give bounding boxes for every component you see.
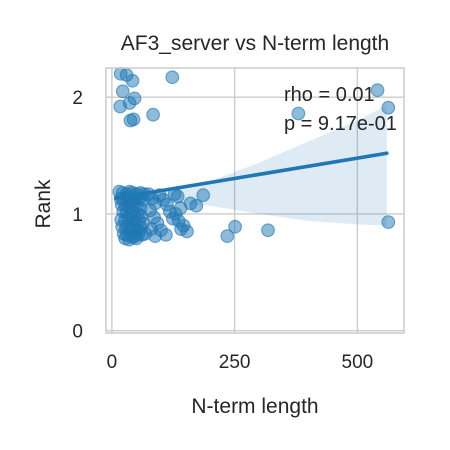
data-point [382, 216, 395, 229]
y-axis-label: Rank [32, 179, 55, 229]
data-point [171, 190, 184, 203]
data-point [262, 224, 275, 237]
chart-title: AF3_server vs N-term length [121, 32, 389, 55]
y-tick-label: 1 [72, 205, 83, 226]
data-point [147, 108, 160, 121]
y-tick-label: 2 [72, 88, 83, 109]
y-tick-label: 0 [72, 322, 83, 343]
data-point [175, 223, 188, 236]
data-point [229, 221, 242, 234]
y-tick-labels: 0 1 2 [72, 88, 83, 342]
x-axis-label: N-term length [191, 395, 318, 418]
data-point [124, 114, 137, 127]
data-point [197, 189, 210, 202]
p-value-annotation: p = 9.17e-01 [284, 113, 397, 135]
x-tick-label: 250 [219, 352, 251, 373]
data-point [126, 75, 139, 88]
x-tick-label: 0 [107, 352, 118, 373]
data-point [130, 232, 143, 245]
data-point [123, 97, 136, 110]
rho-annotation: rho = 0.01 [284, 84, 375, 106]
data-point [149, 230, 162, 243]
data-point [116, 85, 129, 98]
x-tick-labels: 0 250 500 [107, 352, 374, 373]
x-tick-label: 500 [342, 352, 374, 373]
data-point [166, 71, 179, 84]
